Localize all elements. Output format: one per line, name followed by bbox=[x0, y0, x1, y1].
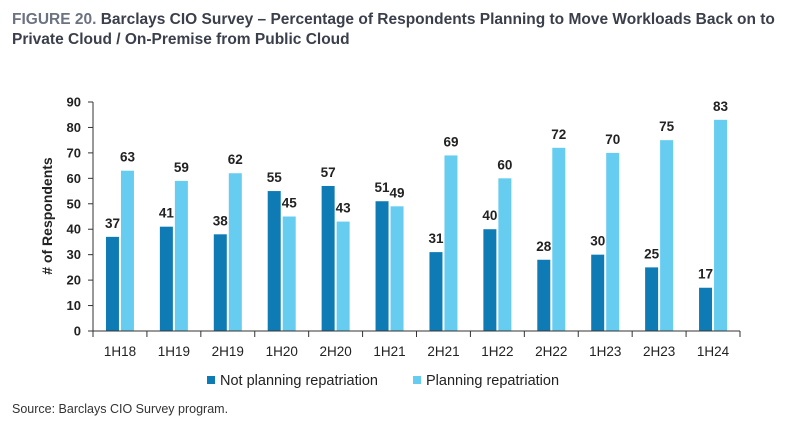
x-tick-label-1h23: 1H23 bbox=[589, 344, 621, 359]
data-label-not-planning-1h18: 37 bbox=[105, 216, 120, 231]
data-label-planning-1h19: 59 bbox=[174, 160, 189, 175]
bar-chart: 37 63 41 59 38 62 55 45 57 43 51 49 31 69 40 60 28 72 30 70… bbox=[39, 95, 741, 389]
y-tick-label-30: 30 bbox=[67, 247, 81, 262]
bar-planning-1h24 bbox=[714, 119, 728, 331]
bar-planning-1h20 bbox=[282, 216, 296, 331]
bar-not-planning-1h24 bbox=[699, 287, 713, 331]
figure-label: FIGURE 20. bbox=[12, 11, 97, 28]
y-axis-label: # of Respondents bbox=[39, 157, 55, 275]
bar-not-planning-1h20 bbox=[267, 191, 281, 331]
y-tick-label-90: 90 bbox=[67, 95, 81, 110]
data-label-planning-1h23: 70 bbox=[605, 132, 620, 147]
legend-label-not-planning: Not planning repatriation bbox=[220, 373, 378, 389]
x-tick-label-2h20: 2H20 bbox=[319, 344, 351, 359]
bar-planning-2h21 bbox=[444, 155, 458, 331]
bar-planning-1h22 bbox=[498, 178, 512, 331]
data-label-planning-1h24: 83 bbox=[713, 99, 729, 114]
chart-title: FIGURE 20. Barclays CIO Survey – Percent… bbox=[12, 10, 782, 50]
data-label-not-planning-1h23: 30 bbox=[590, 234, 605, 249]
data-label-not-planning-1h19: 41 bbox=[159, 206, 175, 221]
data-label-planning-2h20: 43 bbox=[336, 201, 352, 216]
y-tick-label-80: 80 bbox=[67, 120, 81, 135]
data-label-planning-1h21: 49 bbox=[390, 185, 405, 200]
x-tick-label-1h19: 1H19 bbox=[158, 344, 190, 359]
data-label-not-planning-1h24: 17 bbox=[698, 267, 713, 282]
data-label-not-planning-2h20: 57 bbox=[321, 165, 336, 180]
x-tick-label-1h22: 1H22 bbox=[481, 344, 513, 359]
data-label-not-planning-2h22: 28 bbox=[536, 239, 552, 254]
x-tick-label-2h19: 2H19 bbox=[212, 344, 244, 359]
legend-swatch-not-planning bbox=[207, 376, 215, 384]
bar-not-planning-2h22 bbox=[537, 259, 551, 331]
bar-planning-2h22 bbox=[552, 147, 566, 331]
y-tick-label-70: 70 bbox=[67, 145, 81, 160]
data-label-not-planning-2h23: 25 bbox=[644, 246, 660, 261]
legend-swatch-planning bbox=[413, 376, 421, 384]
data-label-planning-1h22: 60 bbox=[497, 157, 512, 172]
bar-planning-1h23 bbox=[606, 152, 620, 331]
source-note: Source: Barclays CIO Survey program. bbox=[12, 402, 229, 416]
data-label-planning-1h20: 45 bbox=[282, 196, 298, 211]
y-tick-label-10: 10 bbox=[67, 298, 81, 313]
bar-planning-1h21 bbox=[390, 206, 404, 331]
data-label-not-planning-1h20: 55 bbox=[267, 170, 283, 185]
data-label-not-planning-2h19: 38 bbox=[213, 213, 229, 228]
data-label-not-planning-1h22: 40 bbox=[482, 208, 497, 223]
x-tick-label-2h22: 2H22 bbox=[535, 344, 567, 359]
y-tick-label-40: 40 bbox=[67, 222, 81, 237]
y-tick-label-50: 50 bbox=[67, 196, 81, 211]
bars-group bbox=[105, 119, 728, 331]
legend-label-planning: Planning repatriation bbox=[426, 373, 559, 389]
bar-not-planning-1h23 bbox=[591, 254, 605, 331]
data-label-planning-2h21: 69 bbox=[443, 134, 458, 149]
x-tick-label-2h23: 2H23 bbox=[643, 344, 675, 359]
data-label-planning-2h22: 72 bbox=[551, 127, 566, 142]
data-label-not-planning-2h21: 31 bbox=[428, 231, 444, 246]
data-label-planning-1h18: 63 bbox=[120, 150, 136, 165]
data-label-planning-2h19: 62 bbox=[228, 152, 243, 167]
x-tick-label-1h24: 1H24 bbox=[697, 344, 730, 359]
bar-planning-2h23 bbox=[660, 140, 674, 331]
axes-group: 1H18 1H19 2H19 1H20 2H20 1H21 2H21 1H22 2H22 1H23… bbox=[67, 95, 741, 359]
y-tick-label-60: 60 bbox=[67, 171, 81, 186]
legend: Not planning repatriation Planning repatr… bbox=[207, 373, 559, 389]
bar-not-planning-2h21 bbox=[429, 252, 443, 331]
data-labels-group: 37 63 41 59 38 62 55 45 57 43 51 49 31 69 40 60 28 72 30 70… bbox=[105, 99, 729, 282]
y-tick-label-20: 20 bbox=[67, 273, 81, 288]
bar-not-planning-1h19 bbox=[159, 226, 173, 331]
bar-not-planning-2h19 bbox=[213, 234, 227, 331]
chart-title-text: Barclays CIO Survey – Percentage of Resp… bbox=[12, 11, 775, 48]
x-tick-label-2h21: 2H21 bbox=[427, 344, 459, 359]
data-label-planning-2h23: 75 bbox=[659, 119, 675, 134]
bar-planning-2h20 bbox=[336, 221, 350, 331]
bar-planning-1h19 bbox=[174, 180, 188, 331]
bar-planning-2h19 bbox=[228, 173, 242, 331]
bar-not-planning-2h20 bbox=[321, 185, 335, 331]
y-tick-label-0: 0 bbox=[74, 324, 81, 339]
bar-planning-1h18 bbox=[120, 170, 134, 331]
bar-not-planning-1h18 bbox=[105, 236, 119, 331]
x-tick-label-1h20: 1H20 bbox=[266, 344, 298, 359]
bar-not-planning-1h22 bbox=[483, 229, 497, 331]
data-label-not-planning-1h21: 51 bbox=[375, 180, 391, 195]
x-tick-label-1h18: 1H18 bbox=[104, 344, 136, 359]
bar-not-planning-2h23 bbox=[645, 267, 659, 331]
bar-not-planning-1h21 bbox=[375, 201, 389, 331]
x-tick-label-1h21: 1H21 bbox=[373, 344, 405, 359]
